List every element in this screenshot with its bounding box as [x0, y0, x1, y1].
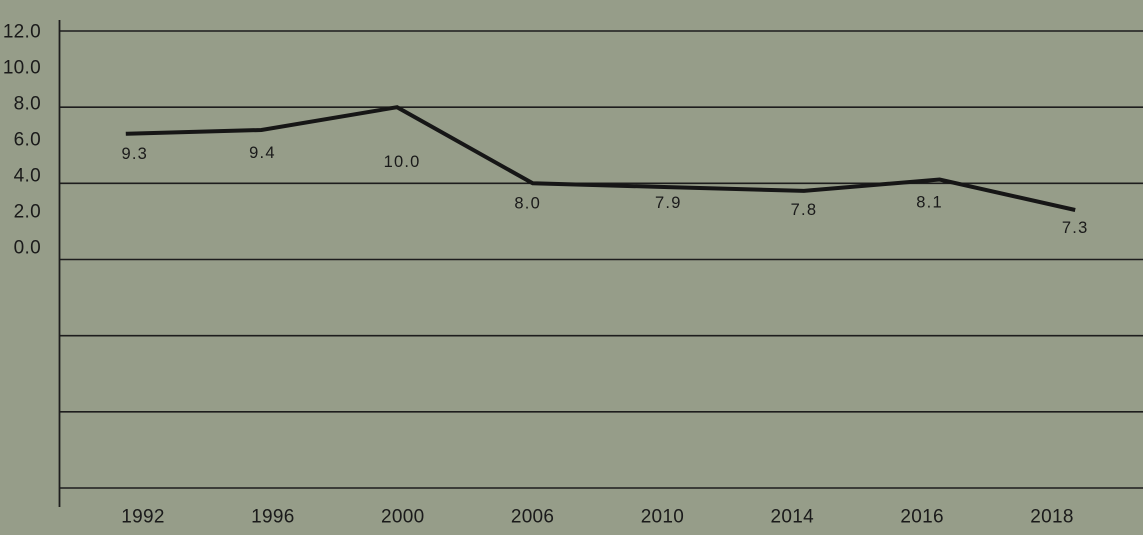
- x-axis-tick-label: 2018: [1030, 507, 1073, 528]
- y-axis-tick-label: 10.0: [3, 58, 41, 79]
- y-axis-tick-label: 0.0: [14, 238, 41, 259]
- data-point-label: 7.3: [1062, 219, 1089, 237]
- data-point-label: 9.3: [122, 145, 149, 163]
- y-axis-tick-label: 8.0: [14, 94, 41, 115]
- data-point-label: 10.0: [384, 153, 421, 171]
- y-axis-tick-label: 6.0: [14, 130, 41, 151]
- x-axis-tick-label: 2016: [900, 507, 943, 528]
- data-point-label: 7.8: [791, 201, 818, 219]
- data-point-label: 7.9: [655, 194, 682, 212]
- x-axis-tick-label: 2014: [771, 507, 815, 528]
- x-axis-tick-label: 2010: [641, 507, 684, 528]
- data-point-label: 8.0: [514, 194, 541, 212]
- data-point-label: 8.1: [916, 194, 943, 212]
- x-axis-tick-label: 1996: [251, 507, 294, 528]
- y-axis-tick-label: 2.0: [14, 202, 41, 223]
- y-axis-tick-label: 4.0: [14, 166, 41, 187]
- data-point-label: 9.4: [249, 144, 276, 162]
- y-axis-tick-label: 12.0: [3, 22, 41, 43]
- x-axis-tick-label: 2000: [381, 507, 424, 528]
- x-axis-tick-label: 1992: [121, 507, 164, 528]
- x-axis-tick-label: 2006: [511, 507, 554, 528]
- series-line: [125, 105, 1076, 212]
